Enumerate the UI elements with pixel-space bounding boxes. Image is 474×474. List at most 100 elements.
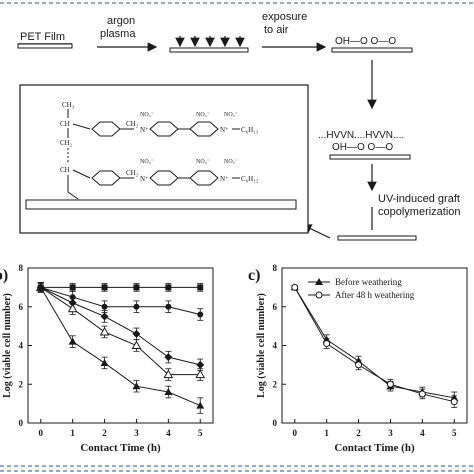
svg-text:C₆H₁₃: C₆H₁₃ — [241, 126, 259, 134]
x-tick-label: 1 — [70, 428, 75, 438]
svg-text:N⁺: N⁺ — [140, 175, 149, 183]
svg-text:CH₂: CH₂ — [126, 120, 139, 128]
x-tick-label: 4 — [420, 428, 425, 438]
y-tick-label: 6 — [273, 302, 278, 312]
data-point — [101, 284, 108, 291]
data-point — [196, 401, 205, 409]
y-tick-label: 4 — [273, 341, 278, 351]
step2-label-line1: exposure — [262, 11, 307, 23]
data-point — [163, 369, 174, 379]
svg-text:N⁺: N⁺ — [220, 126, 229, 134]
peroxide-film — [331, 47, 413, 53]
data-point — [165, 303, 172, 310]
svg-text:CH₂: CH₂ — [60, 139, 73, 147]
data-point — [68, 337, 77, 345]
series-line — [294, 287, 455, 403]
grafted-film — [337, 235, 417, 241]
panel-label: c) — [248, 267, 260, 284]
legend-label: Before weathering — [335, 277, 402, 287]
legend: Before weathering After 48 h weathering — [308, 277, 415, 300]
data-point — [132, 382, 141, 390]
film-label: PET Film — [20, 31, 65, 43]
x-tick-label: 3 — [134, 428, 139, 438]
chart-panel-b: b) 0 1 2 3 4 5 0 2 4 6 8 Contact Time (h) Log (viable… — [0, 263, 214, 454]
x-tick-label: 4 — [166, 428, 171, 438]
svg-text:CH₃: CH₃ — [62, 101, 75, 109]
y-tick-label: 6 — [19, 302, 24, 312]
y-tick-label: 2 — [19, 379, 24, 389]
svg-text:NO₃⁻: NO₃⁻ — [140, 112, 154, 118]
x-axis-label: Contact Time (h) — [334, 442, 415, 454]
x-tick-label: 3 — [388, 428, 393, 438]
structure-substrate — [25, 199, 297, 210]
step3-label-line1: UV-induced graft — [378, 193, 460, 205]
data-point — [100, 312, 109, 321]
series-1 — [290, 283, 459, 405]
y-tick-label: 4 — [19, 341, 24, 351]
data-point — [131, 340, 142, 349]
x-tick-label: 0 — [39, 428, 44, 438]
data-point — [450, 398, 458, 406]
svg-text:NO₃⁻: NO₃⁻ — [140, 159, 154, 165]
data-point — [197, 311, 204, 318]
data-point — [164, 353, 173, 362]
plasma-arrows — [175, 36, 245, 48]
monomer-film — [329, 154, 411, 160]
data-point — [291, 283, 299, 291]
y-tick-label: 0 — [273, 418, 278, 428]
x-tick-label: 2 — [356, 428, 361, 438]
y-tick-label: 8 — [273, 263, 278, 273]
step1-label-line2: plasma — [100, 28, 136, 40]
svg-text:NO₃⁻: NO₃⁻ — [196, 159, 210, 165]
series-5 — [36, 282, 205, 414]
data-point — [100, 358, 109, 366]
y-tick-label: 0 — [19, 418, 24, 428]
data-point — [132, 329, 141, 338]
series-line — [294, 287, 455, 399]
y-tick-label: 8 — [19, 263, 24, 273]
svg-text:CH: CH — [60, 120, 70, 128]
svg-text:CH₂: CH₂ — [126, 169, 139, 177]
legend-marker — [315, 278, 323, 285]
data-point — [418, 390, 426, 398]
data-point — [196, 360, 205, 369]
series-line — [40, 286, 201, 376]
data-point — [386, 380, 394, 388]
y-axis-label: Log (viable cell number) — [256, 293, 267, 398]
data-point — [165, 284, 172, 291]
series-line — [40, 287, 201, 407]
svg-text:C₆H₁₃: C₆H₁₃ — [241, 175, 259, 183]
data-point — [197, 284, 204, 291]
step1-label-line1: argon — [107, 15, 135, 27]
x-tick-label: 5 — [452, 428, 457, 438]
data-point — [355, 361, 363, 369]
data-point — [36, 283, 45, 291]
y-axis-label: Log (viable cell number) — [2, 293, 13, 398]
plot-frame — [27, 267, 214, 424]
data-point — [195, 369, 206, 379]
panel-label: b) — [0, 267, 8, 284]
legend-marker — [315, 291, 323, 299]
data-point — [101, 303, 108, 310]
plasma-film — [169, 47, 249, 53]
step2-label-line2: to air — [264, 24, 289, 36]
series-2 — [291, 283, 458, 408]
svg-text:CH: CH — [60, 166, 70, 174]
svg-text:NO₃⁻: NO₃⁻ — [224, 112, 238, 118]
scheme: PET Film argon plasma exposure to air OH… — [17, 11, 461, 241]
x-tick-label: 2 — [102, 428, 107, 438]
peroxide-label: OH—O O—O — [335, 36, 396, 47]
data-point — [323, 340, 331, 348]
x-tick-label: 1 — [324, 428, 329, 438]
grafted-surface-label: OH—O O—O — [332, 142, 393, 153]
svg-text:NO₃⁻: NO₃⁻ — [224, 159, 238, 165]
series-line — [40, 286, 201, 366]
legend-label: After 48 h weathering — [335, 290, 415, 300]
y-tick-label: 2 — [273, 379, 278, 389]
film-substrate — [17, 43, 73, 49]
x-tick-label: 0 — [293, 428, 298, 438]
polymer-structure: CH₃ CH CH₂ CH CH₂ NO₃⁻ N⁺ NO₃⁻ N⁺ NO₃⁻ C… — [60, 101, 259, 200]
monomer-label: ...HVVN....HVVN.... — [318, 130, 404, 141]
series-line — [40, 286, 201, 315]
